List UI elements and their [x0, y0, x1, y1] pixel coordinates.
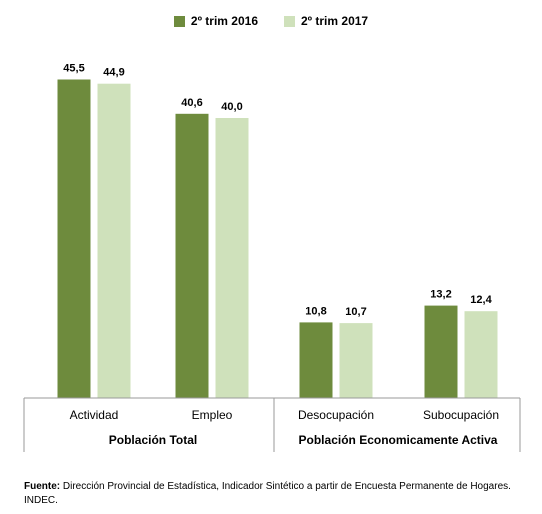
legend-swatch-2017: [284, 15, 295, 27]
category-label-subocupacion: Subocupación: [423, 408, 499, 422]
bar-desocupacion-2017: [339, 323, 373, 398]
data-label-subocupacion-2017: 12,4: [470, 294, 492, 306]
data-label-actividad-2016: 45,5: [63, 63, 84, 75]
source-text: Dirección Provincial de Estadística, Ind…: [24, 481, 511, 506]
category-label-actividad: Actividad: [70, 408, 119, 422]
legend-item-2017: 2º trim 2017: [284, 14, 368, 28]
data-label-empleo-2017: 40,0: [221, 101, 242, 113]
bar-empleo-2016: [175, 113, 209, 399]
source-note: Fuente: Dirección Provincial de Estadíst…: [24, 480, 524, 508]
category-label-desocupacion: Desocupación: [298, 408, 374, 422]
bar-subocupacion-2017: [464, 311, 498, 398]
bar-actividad-2017: [97, 83, 131, 398]
data-label-desocupacion-2016: 10,8: [305, 305, 326, 317]
bar-desocupacion-2016: [299, 322, 333, 398]
bar-subocupacion-2016: [424, 305, 458, 398]
bar-chart: 45,5 44,9 Actividad 40,6 40,0 Empleo 10,8 10,7 D…: [23, 63, 521, 452]
legend-label-2016: 2º trim 2016: [190, 14, 258, 28]
data-label-actividad-2017: 44,9: [103, 67, 124, 79]
legend-item-2016: 2º trim 2016: [173, 14, 258, 28]
data-label-subocupacion-2016: 13,2: [430, 289, 451, 301]
legend-label-2017: 2º trim 2017: [301, 14, 369, 28]
group-label-2: Población Economicamente Activa: [299, 433, 498, 447]
category-label-empleo: Empleo: [192, 408, 233, 422]
bar-empleo-2017: [215, 118, 249, 398]
source-label: Fuente:: [24, 481, 61, 492]
bar-actividad-2016: [57, 79, 91, 398]
data-label-desocupacion-2017: 10,7: [345, 306, 366, 318]
legend: 2º trim 2016 2º trim 2017: [0, 14, 542, 28]
group-label-1: Población Total: [109, 433, 197, 447]
legend-swatch-2016: [173, 15, 185, 27]
data-label-empleo-2016: 40,6: [181, 97, 202, 109]
